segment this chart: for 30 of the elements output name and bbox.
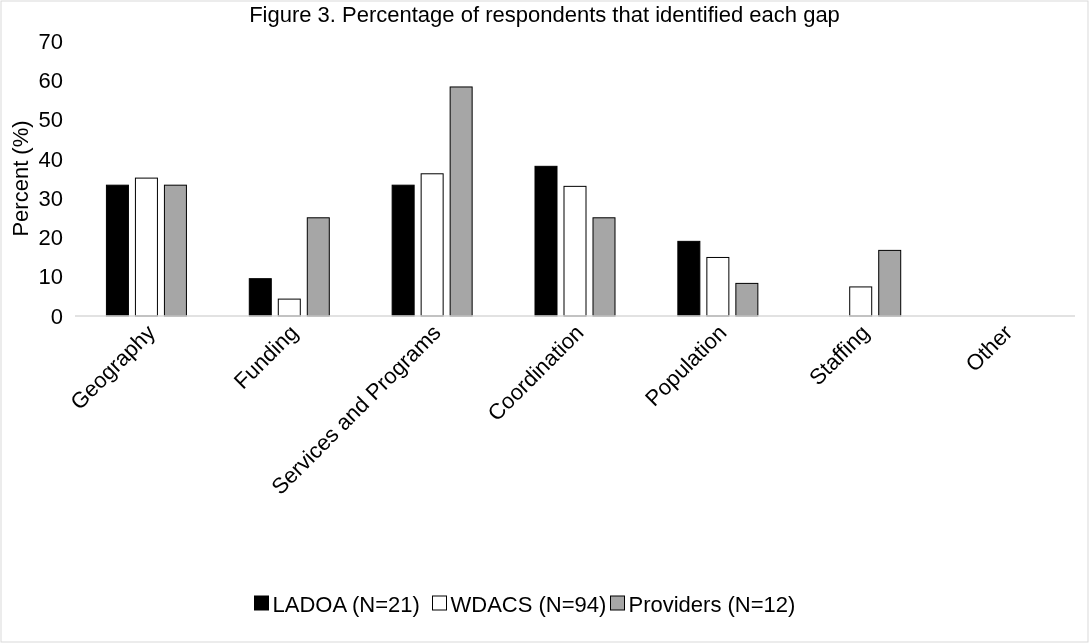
bar bbox=[134, 177, 158, 317]
bar bbox=[592, 217, 616, 317]
bar bbox=[391, 184, 415, 317]
legend-label: LADOA (N=21) bbox=[272, 591, 420, 617]
bar bbox=[306, 217, 330, 317]
bar bbox=[706, 256, 730, 317]
bar bbox=[449, 86, 473, 317]
y-tick-label: 50 bbox=[38, 107, 63, 133]
bar bbox=[534, 165, 558, 317]
legend-label: WDACS (N=94) bbox=[450, 591, 607, 617]
y-axis-title: Percent (%) bbox=[8, 120, 33, 237]
bar bbox=[277, 298, 301, 317]
y-tick-label: 10 bbox=[38, 264, 63, 290]
legend-label: Providers (N=12) bbox=[628, 591, 796, 617]
bar bbox=[248, 278, 272, 317]
y-tick-label: 0 bbox=[50, 303, 63, 329]
bar bbox=[163, 184, 187, 317]
y-tick-label: 70 bbox=[38, 28, 63, 54]
bar bbox=[563, 185, 587, 317]
y-tick-label: 20 bbox=[38, 225, 63, 251]
bar bbox=[878, 249, 902, 317]
y-tick-label: 30 bbox=[38, 185, 63, 211]
bar bbox=[735, 282, 759, 317]
bar bbox=[105, 184, 129, 317]
chart-title: Figure 3. Percentage of respondents that identified each gap bbox=[249, 2, 840, 27]
bar bbox=[849, 286, 873, 317]
bar bbox=[420, 173, 444, 317]
bar bbox=[677, 240, 701, 317]
y-tick-label: 40 bbox=[38, 146, 63, 172]
y-tick-label: 60 bbox=[38, 67, 63, 93]
